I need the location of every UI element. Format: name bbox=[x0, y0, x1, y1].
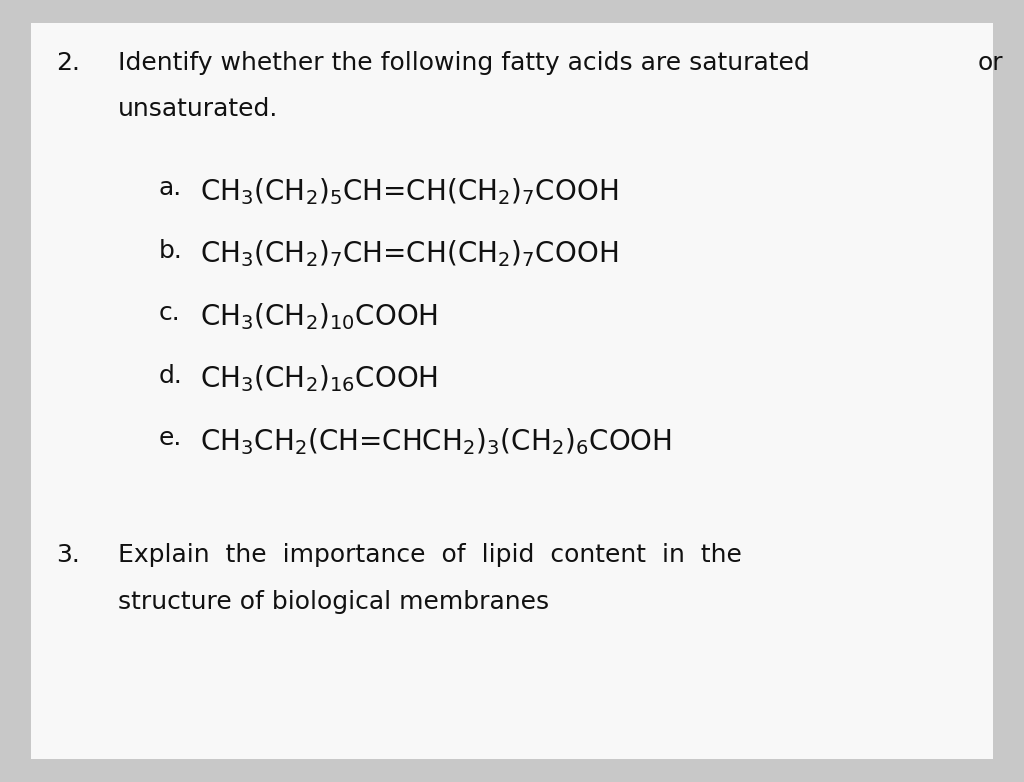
Text: CH$_3$(CH$_2$)$_5$CH=CH(CH$_2$)$_7$COOH: CH$_3$(CH$_2$)$_5$CH=CH(CH$_2$)$_7$COOH bbox=[200, 176, 617, 206]
Text: 2.: 2. bbox=[56, 51, 80, 75]
Text: or: or bbox=[978, 51, 1004, 75]
Text: unsaturated.: unsaturated. bbox=[118, 97, 279, 121]
Text: CH$_3$(CH$_2$)$_7$CH=CH(CH$_2$)$_7$COOH: CH$_3$(CH$_2$)$_7$CH=CH(CH$_2$)$_7$COOH bbox=[200, 239, 617, 269]
Text: e.: e. bbox=[159, 426, 182, 450]
Text: structure of biological membranes: structure of biological membranes bbox=[118, 590, 549, 615]
Text: CH$_3$CH$_2$(CH=CHCH$_2$)$_3$(CH$_2$)$_6$COOH: CH$_3$CH$_2$(CH=CHCH$_2$)$_3$(CH$_2$)$_6… bbox=[200, 426, 672, 457]
Text: d.: d. bbox=[159, 364, 182, 388]
Text: c.: c. bbox=[159, 301, 180, 325]
Text: b.: b. bbox=[159, 239, 182, 263]
Text: 3.: 3. bbox=[56, 543, 80, 568]
Text: a.: a. bbox=[159, 176, 182, 200]
Text: Explain  the  importance  of  lipid  content  in  the: Explain the importance of lipid content … bbox=[118, 543, 741, 568]
Text: Identify whether the following fatty acids are saturated: Identify whether the following fatty aci… bbox=[118, 51, 810, 75]
Text: CH$_3$(CH$_2$)$_{10}$COOH: CH$_3$(CH$_2$)$_{10}$COOH bbox=[200, 301, 437, 332]
Text: CH$_3$(CH$_2$)$_{16}$COOH: CH$_3$(CH$_2$)$_{16}$COOH bbox=[200, 364, 437, 394]
